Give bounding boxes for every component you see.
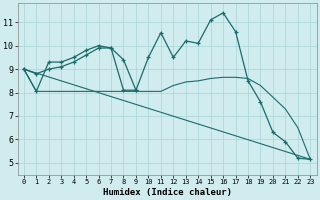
X-axis label: Humidex (Indice chaleur): Humidex (Indice chaleur) [103,188,232,197]
